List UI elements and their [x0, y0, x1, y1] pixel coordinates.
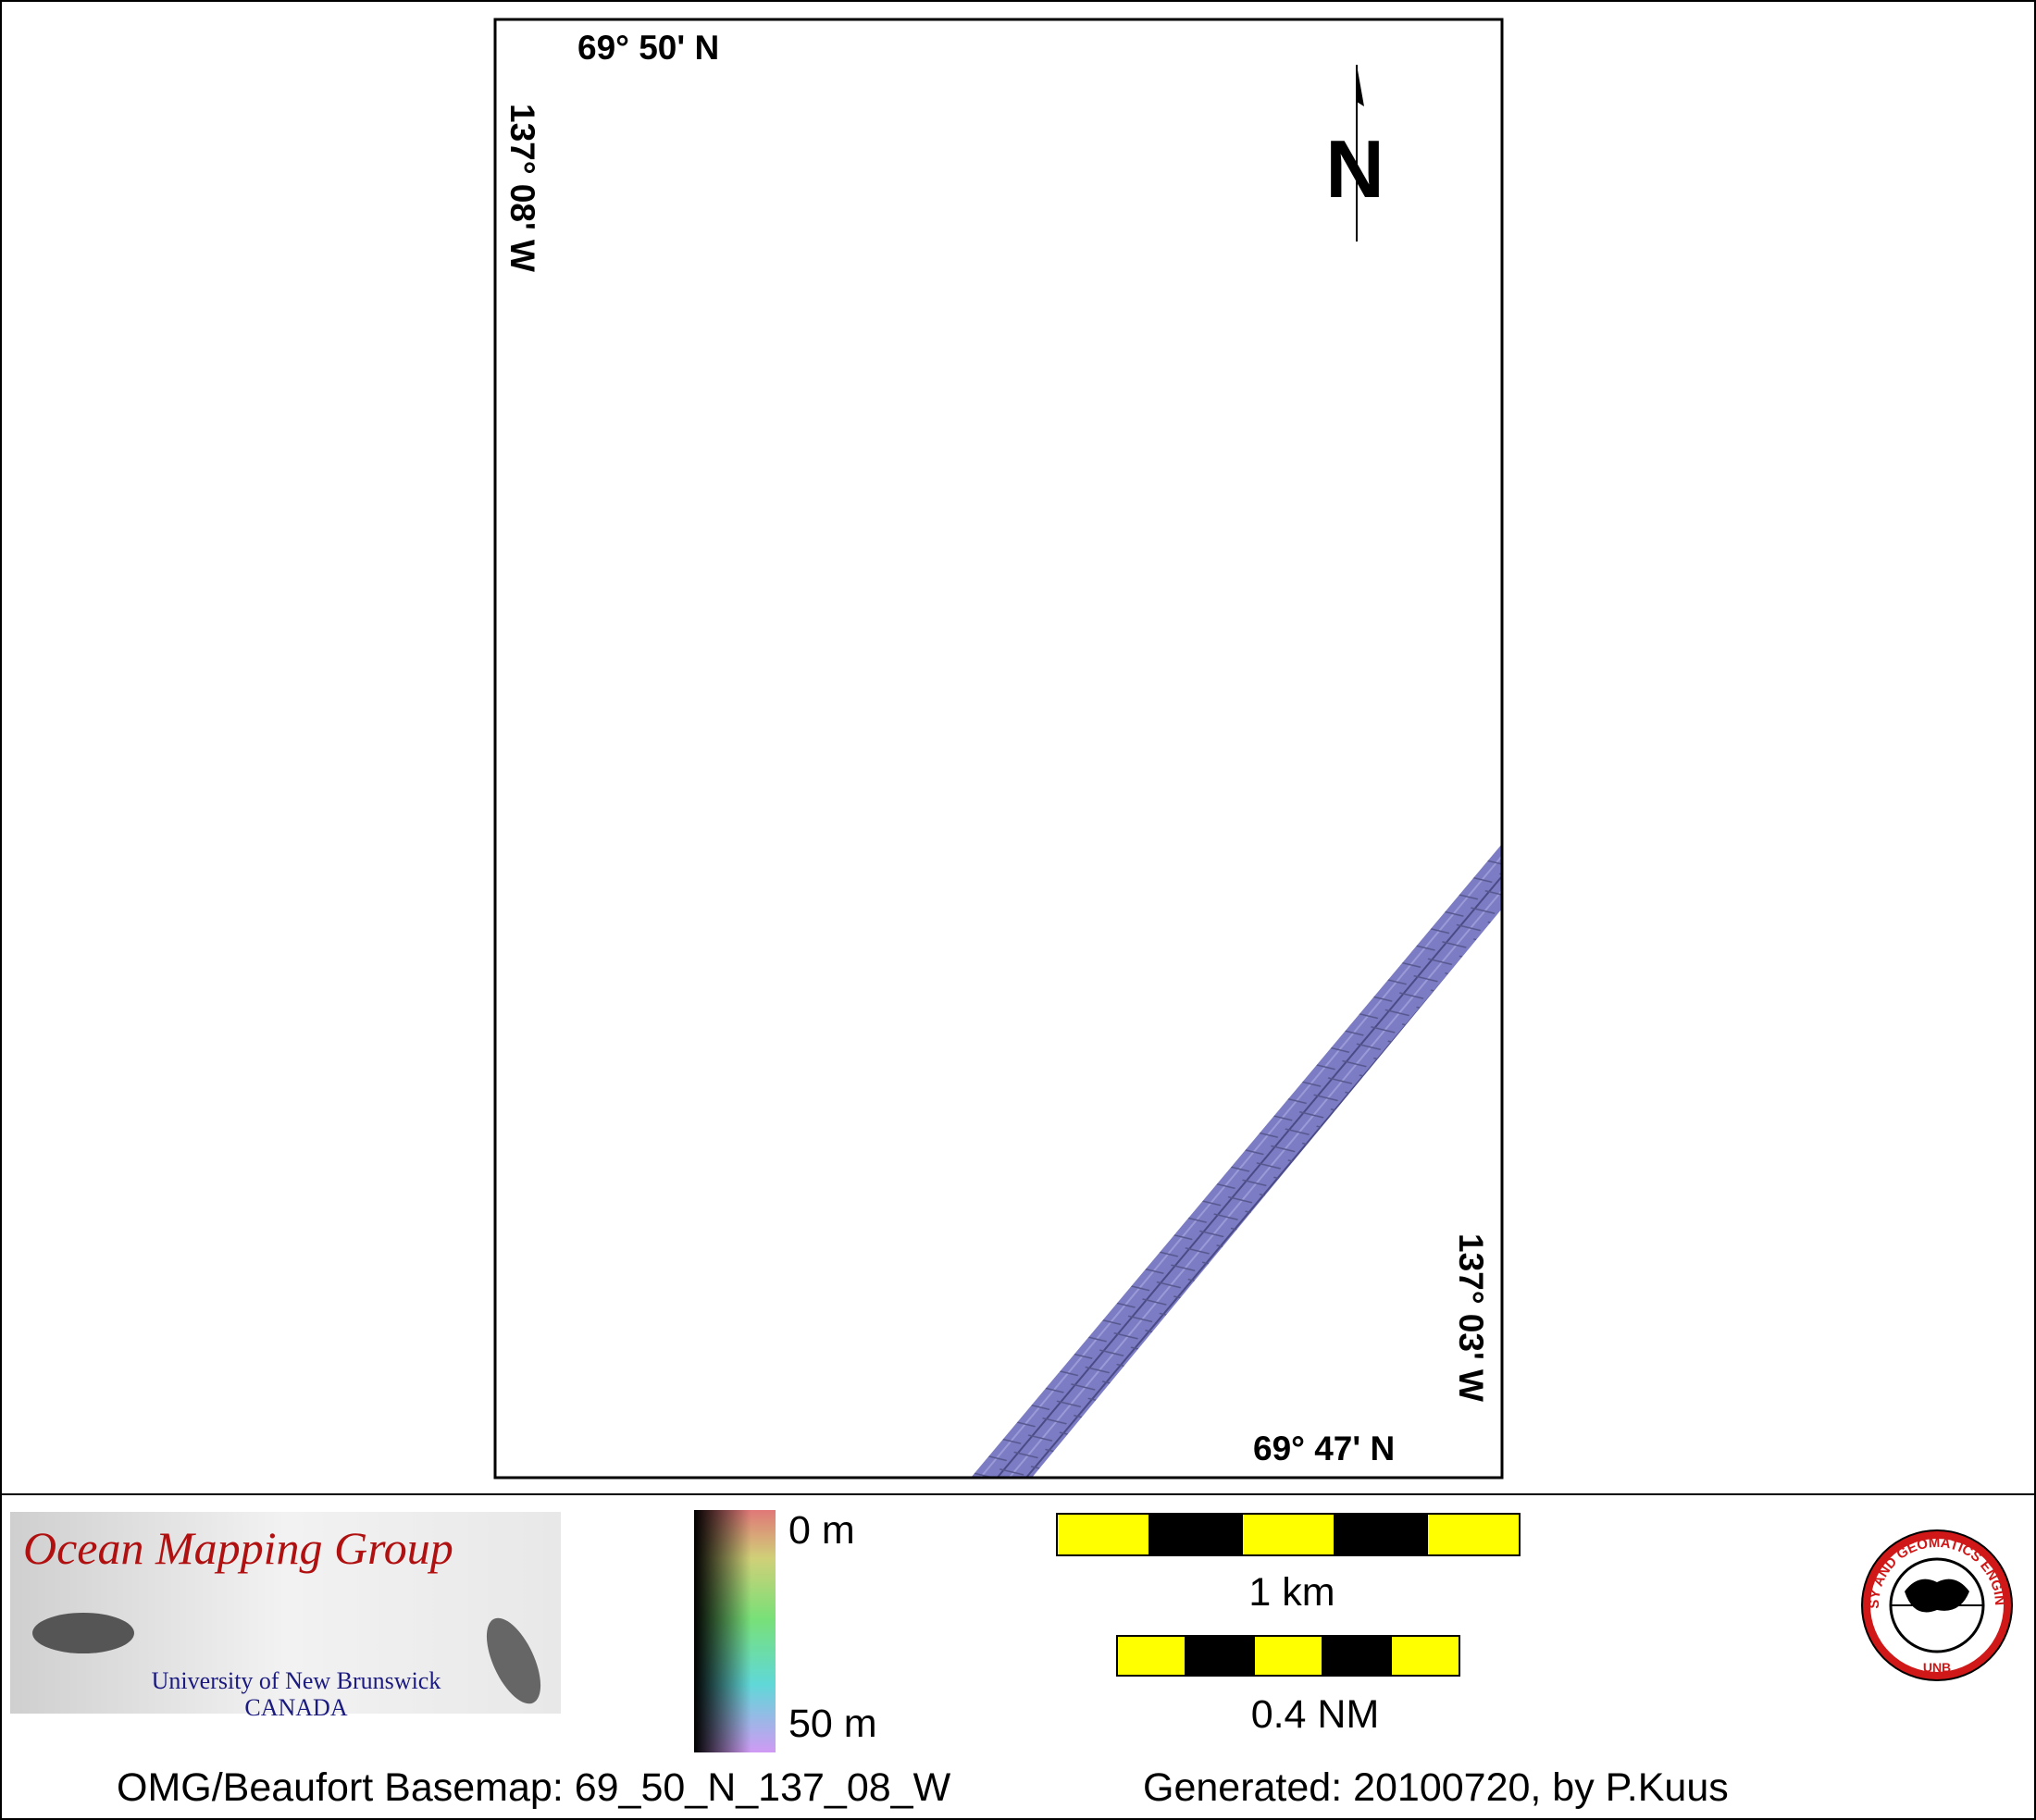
map: 69° 50' N 137° 08' W 137° 03' W 69° 47' … [493, 18, 1504, 1480]
badge-center-label: UNB [1923, 1660, 1951, 1675]
unb-badge: GEODESY AND GEOMATICS ENGINEERING UNB [0, 0, 2013, 1681]
scale-segment [1322, 1635, 1392, 1677]
scale-segment [1253, 1635, 1323, 1677]
scale-bar-nm [1116, 1635, 1460, 1677]
colorbar-bottom-label: 50 m [788, 1702, 877, 1746]
colorbar-top-label: 0 m [788, 1508, 855, 1553]
scale-segment [1334, 1513, 1428, 1556]
scale-segment [1116, 1635, 1186, 1677]
right-longitude: 137° 03' W [1452, 1233, 1490, 1402]
scale-segment [1390, 1635, 1460, 1677]
scale-segment [1426, 1513, 1521, 1556]
scale-label-km: 1 km [1248, 1570, 1335, 1615]
survey-swath [971, 844, 1502, 1478]
north-label: N [1325, 123, 1384, 215]
logo-title: Ocean Mapping Group [23, 1522, 453, 1574]
logo-background [10, 1512, 561, 1714]
footer-generated: Generated: 20100720, by P.Kuus [1143, 1765, 1729, 1810]
badge-continents [1905, 1579, 1969, 1613]
logo-country: CANADA [244, 1694, 347, 1721]
scale-label-nm: 0.4 NM [1251, 1692, 1380, 1737]
scale-segment [1185, 1635, 1255, 1677]
scale-segment [1148, 1513, 1243, 1556]
scale-segment [1241, 1513, 1335, 1556]
left-longitude: 137° 08' W [503, 104, 541, 272]
badge-ring-text: GEODESY AND GEOMATICS ENGINEERING [0, 0, 2007, 1609]
top-latitude: 69° 50' N [577, 29, 719, 67]
scale-segment [1056, 1513, 1150, 1556]
logo-university: University of New Brunswick [152, 1667, 441, 1694]
logo-ship [32, 1613, 134, 1653]
depth-colorbar: 0 m 50 m [694, 1508, 877, 1752]
badge-ring-label: GEODESY AND GEOMATICS ENGINEERING [0, 0, 2007, 1609]
map-frame [493, 18, 1504, 1480]
footer-basemap: OMG/Beaufort Basemap: 69_50_N_137_08_W [117, 1765, 951, 1810]
logo-sonar [486, 1617, 541, 1704]
scale-bar-km [1056, 1513, 1521, 1556]
omg-logo: Ocean Mapping Group University of New Br… [10, 1512, 561, 1721]
colorbar-shade [694, 1510, 776, 1752]
bottom-latitude: 69° 47' N [1253, 1430, 1395, 1467]
north-arrow-head [1357, 65, 1364, 106]
